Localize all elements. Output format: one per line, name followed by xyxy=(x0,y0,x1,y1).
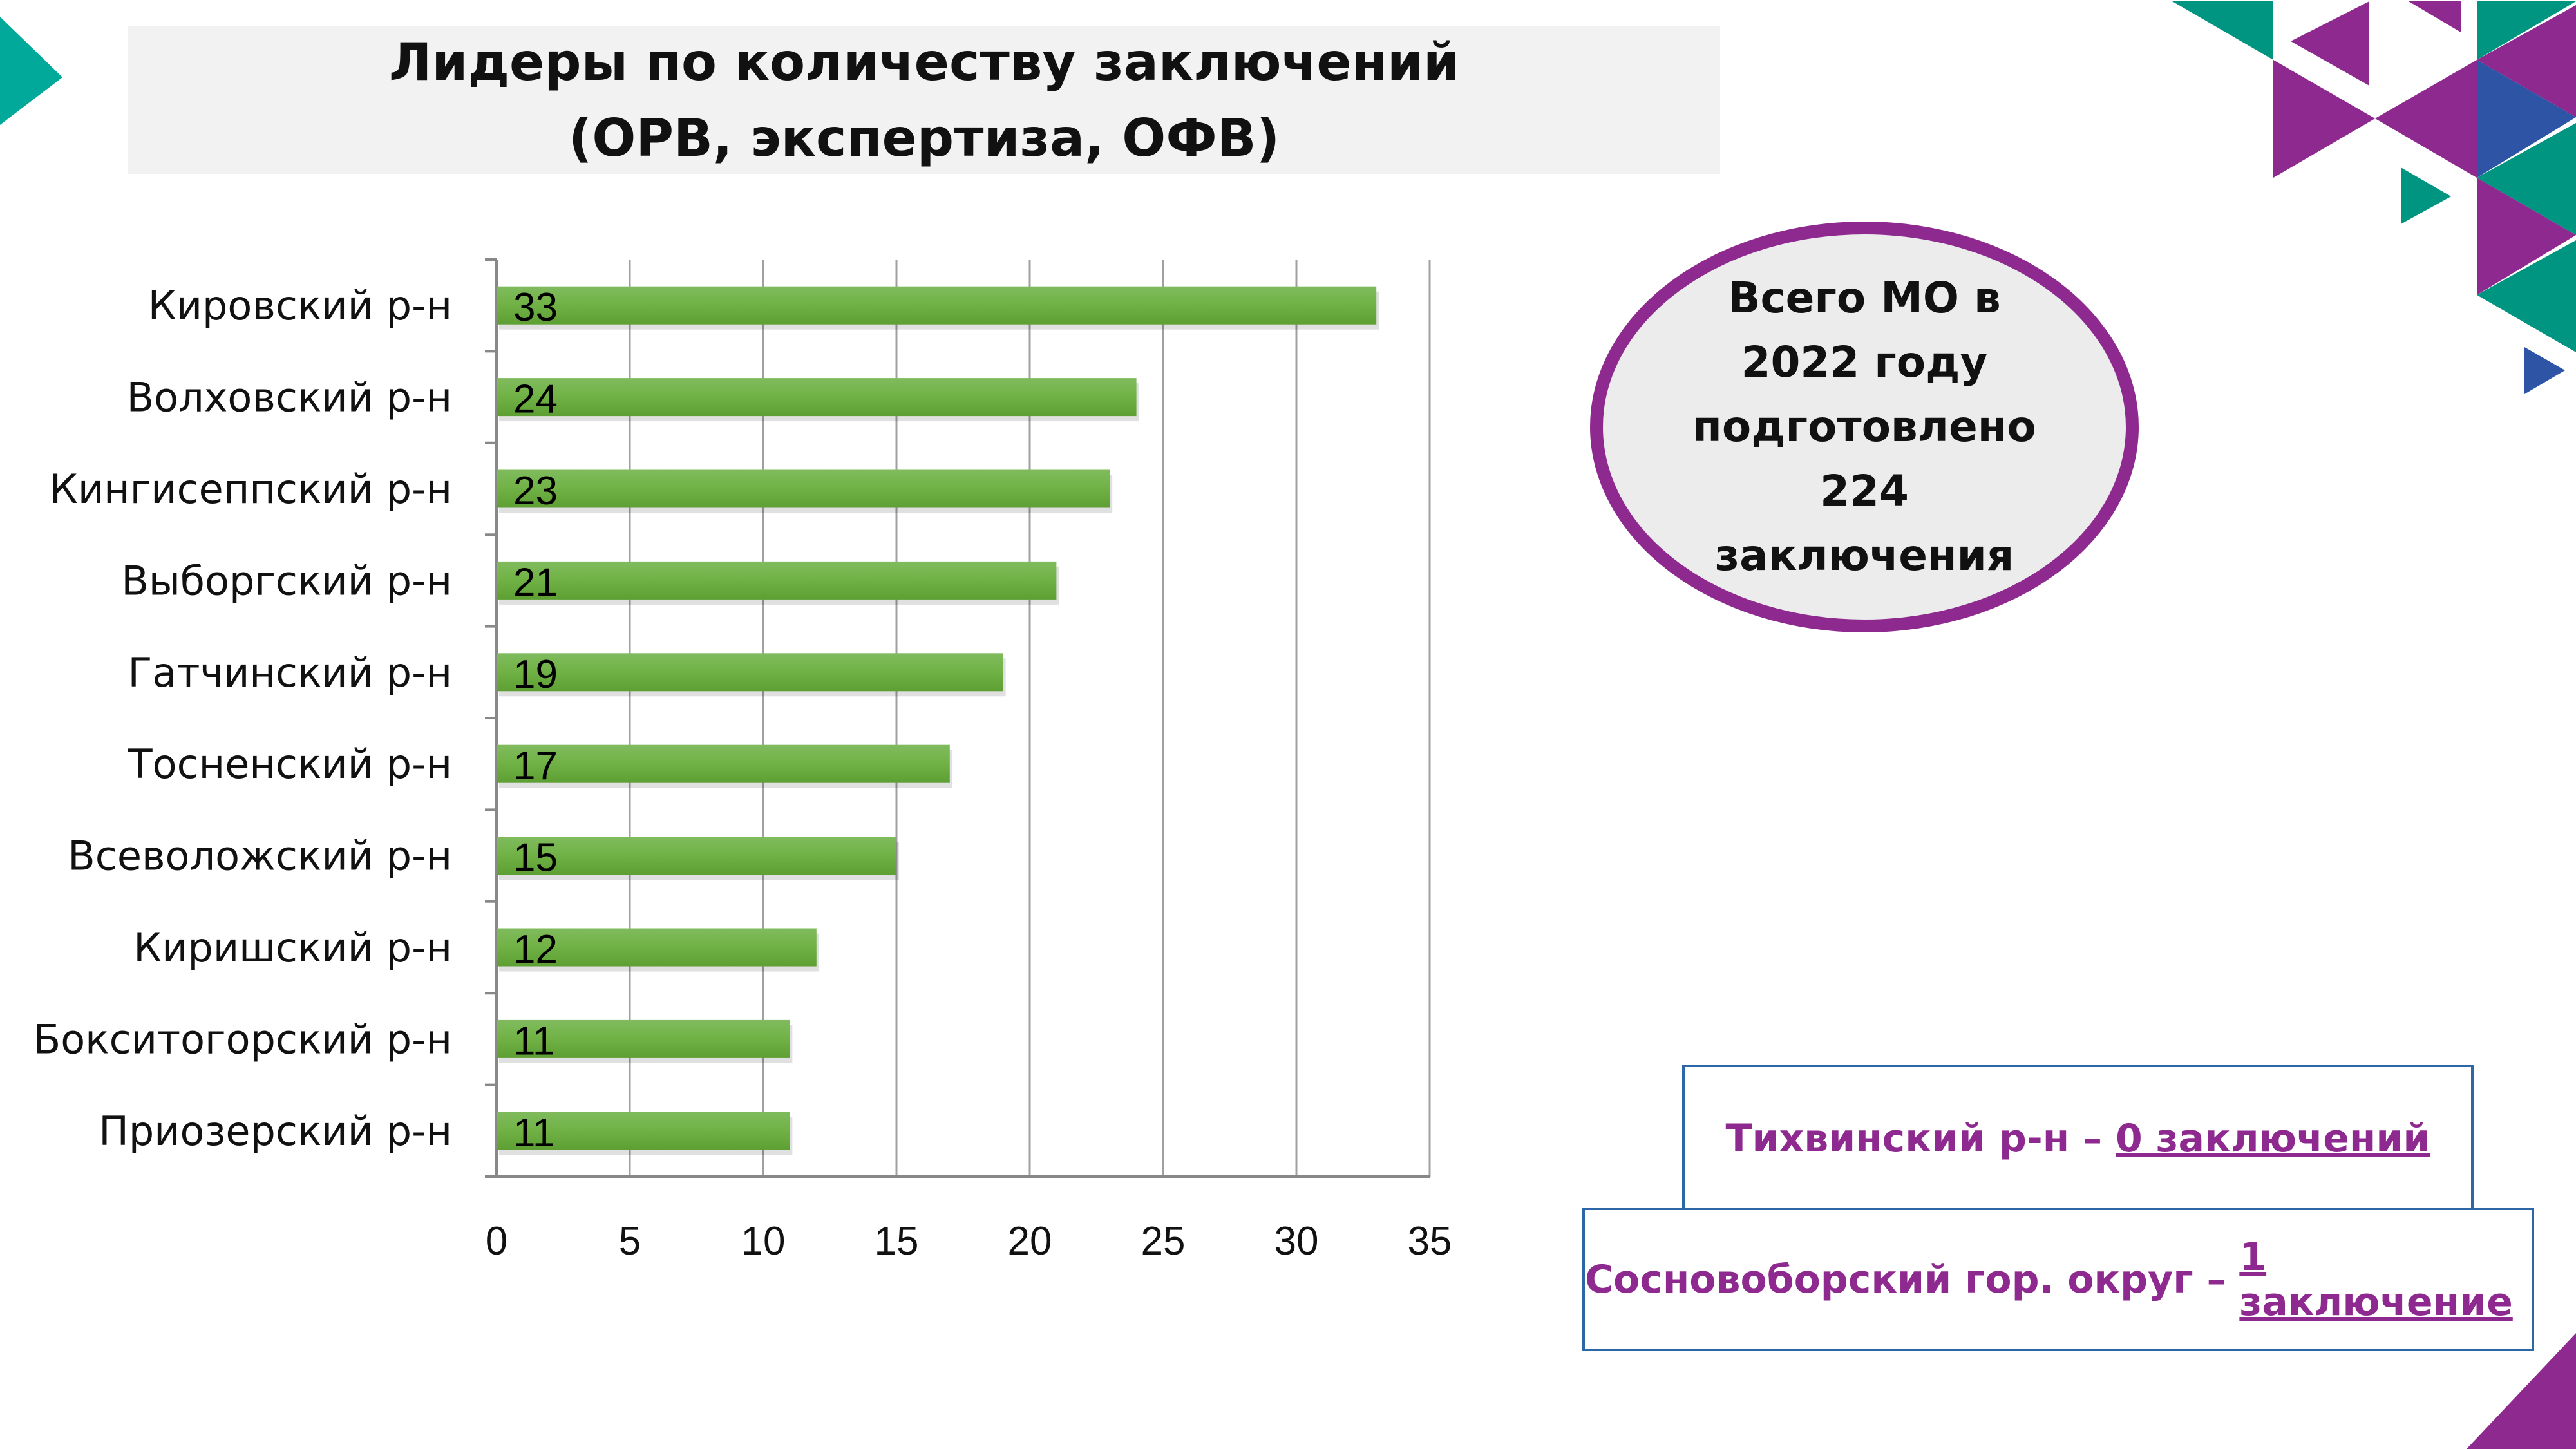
data-label: 12 xyxy=(513,927,558,972)
category-label: Волховский р-н xyxy=(127,374,452,421)
data-label: 24 xyxy=(513,377,558,422)
bar xyxy=(497,561,1057,600)
note-sosnovy-bor: Сосновоборский гор. округ – 1 заключение xyxy=(1582,1208,2534,1351)
x-tick-label: 25 xyxy=(1141,1219,1186,1264)
bar xyxy=(497,1019,790,1058)
x-tick-label: 35 xyxy=(1408,1219,1452,1264)
bar xyxy=(497,653,1003,692)
left-triangle xyxy=(0,17,62,125)
x-tick-label: 15 xyxy=(875,1219,919,1264)
summary-line: Всего МО в xyxy=(1728,273,2001,323)
x-tick-label: 5 xyxy=(619,1219,641,1264)
category-label: Кировский р-н xyxy=(148,282,452,329)
summary-total: 224 xyxy=(1820,466,1909,516)
bar xyxy=(497,744,950,783)
title-line-1: Лидеры по количеству заключений xyxy=(388,32,1460,92)
x-tick-label: 0 xyxy=(486,1219,507,1264)
bar xyxy=(497,469,1110,508)
summary-line: заключения xyxy=(1714,531,2014,580)
bar xyxy=(497,928,817,967)
top-right-triangles xyxy=(2172,1,2576,394)
data-label: 23 xyxy=(513,469,558,513)
bar xyxy=(497,837,896,875)
title-box: Лидеры по количеству заключений (ОРВ, эк… xyxy=(128,26,1720,174)
note-prefix: Сосновоборский гор. округ – xyxy=(1585,1256,2240,1302)
data-label: 19 xyxy=(513,652,558,697)
note-prefix: Тихвинский р-н – xyxy=(1725,1116,2116,1161)
category-label: Киришский р-н xyxy=(133,924,452,971)
data-label: 11 xyxy=(513,1111,554,1155)
bar xyxy=(497,286,1377,325)
data-label: 15 xyxy=(513,836,558,880)
category-label: Всеволожский р-н xyxy=(68,833,452,880)
category-label: Гатчинский р-н xyxy=(128,649,452,696)
bar-chart: 0 5 10 15 20 25 30 35 33 Кировский р-н 24 Волховски… xyxy=(33,258,1452,1264)
bar xyxy=(497,378,1137,417)
bar xyxy=(497,1112,790,1150)
category-label: Тосненский р-н xyxy=(128,741,452,788)
summary-line: 2022 году xyxy=(1741,337,1988,387)
summary-ellipse: Всего МО в 2022 году подготовлено 224 за… xyxy=(1590,222,2139,632)
summary-line: подготовлено xyxy=(1692,402,2036,451)
note-value: 1 заключение xyxy=(2239,1234,2513,1325)
data-label: 33 xyxy=(513,285,558,330)
note-value: 0 заключений xyxy=(2116,1116,2430,1161)
category-label: Кингисеппский р-н xyxy=(50,466,452,513)
data-label: 21 xyxy=(513,560,558,605)
x-tick-label: 20 xyxy=(1008,1219,1052,1264)
category-label: Выборгский р-н xyxy=(121,557,452,604)
category-label: Бокситогорский р-н xyxy=(33,1016,452,1063)
x-tick-label: 30 xyxy=(1274,1219,1319,1264)
category-label: Приозерский р-н xyxy=(99,1108,452,1155)
data-label: 17 xyxy=(513,744,558,788)
bottom-right-triangle xyxy=(2467,1333,2576,1449)
title-line-2: (ОРВ, экспертиза, ОФВ) xyxy=(568,108,1280,168)
data-label: 11 xyxy=(513,1019,554,1063)
x-tick-label: 10 xyxy=(741,1219,786,1264)
note-tikhvin: Тихвинский р-н – 0 заключений xyxy=(1682,1065,2474,1213)
